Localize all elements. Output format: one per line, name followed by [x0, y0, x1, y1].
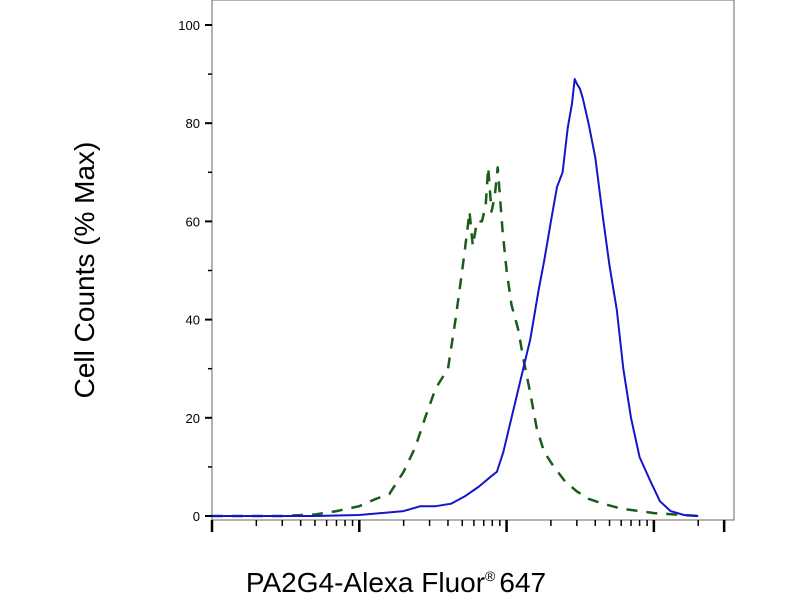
- x-axis-title-tail: 647: [499, 567, 546, 598]
- x-axis: [210, 520, 726, 532]
- y-axis: 0 20 40 60 80 100: [178, 18, 212, 524]
- x-axis-title-mark: ®: [485, 568, 496, 584]
- x-axis-title-main: PA2G4-Alexa Fluor: [246, 567, 485, 598]
- plot-frame: [211, 0, 735, 521]
- series-line-control: [212, 166, 699, 518]
- series-line-sample: [212, 78, 699, 517]
- y-tick-label: 40: [186, 313, 200, 328]
- y-tick-label: 20: [186, 411, 200, 426]
- x-axis-title: PA2G4-Alexa Fluor® 647: [246, 567, 546, 598]
- y-axis-title: Cell Counts (% Max): [69, 142, 100, 399]
- series-layer: [212, 78, 699, 518]
- y-tick-label: 0: [193, 509, 200, 524]
- y-tick-label: 100: [178, 18, 200, 33]
- y-tick-label: 80: [186, 116, 200, 131]
- y-tick-label: 60: [186, 214, 200, 229]
